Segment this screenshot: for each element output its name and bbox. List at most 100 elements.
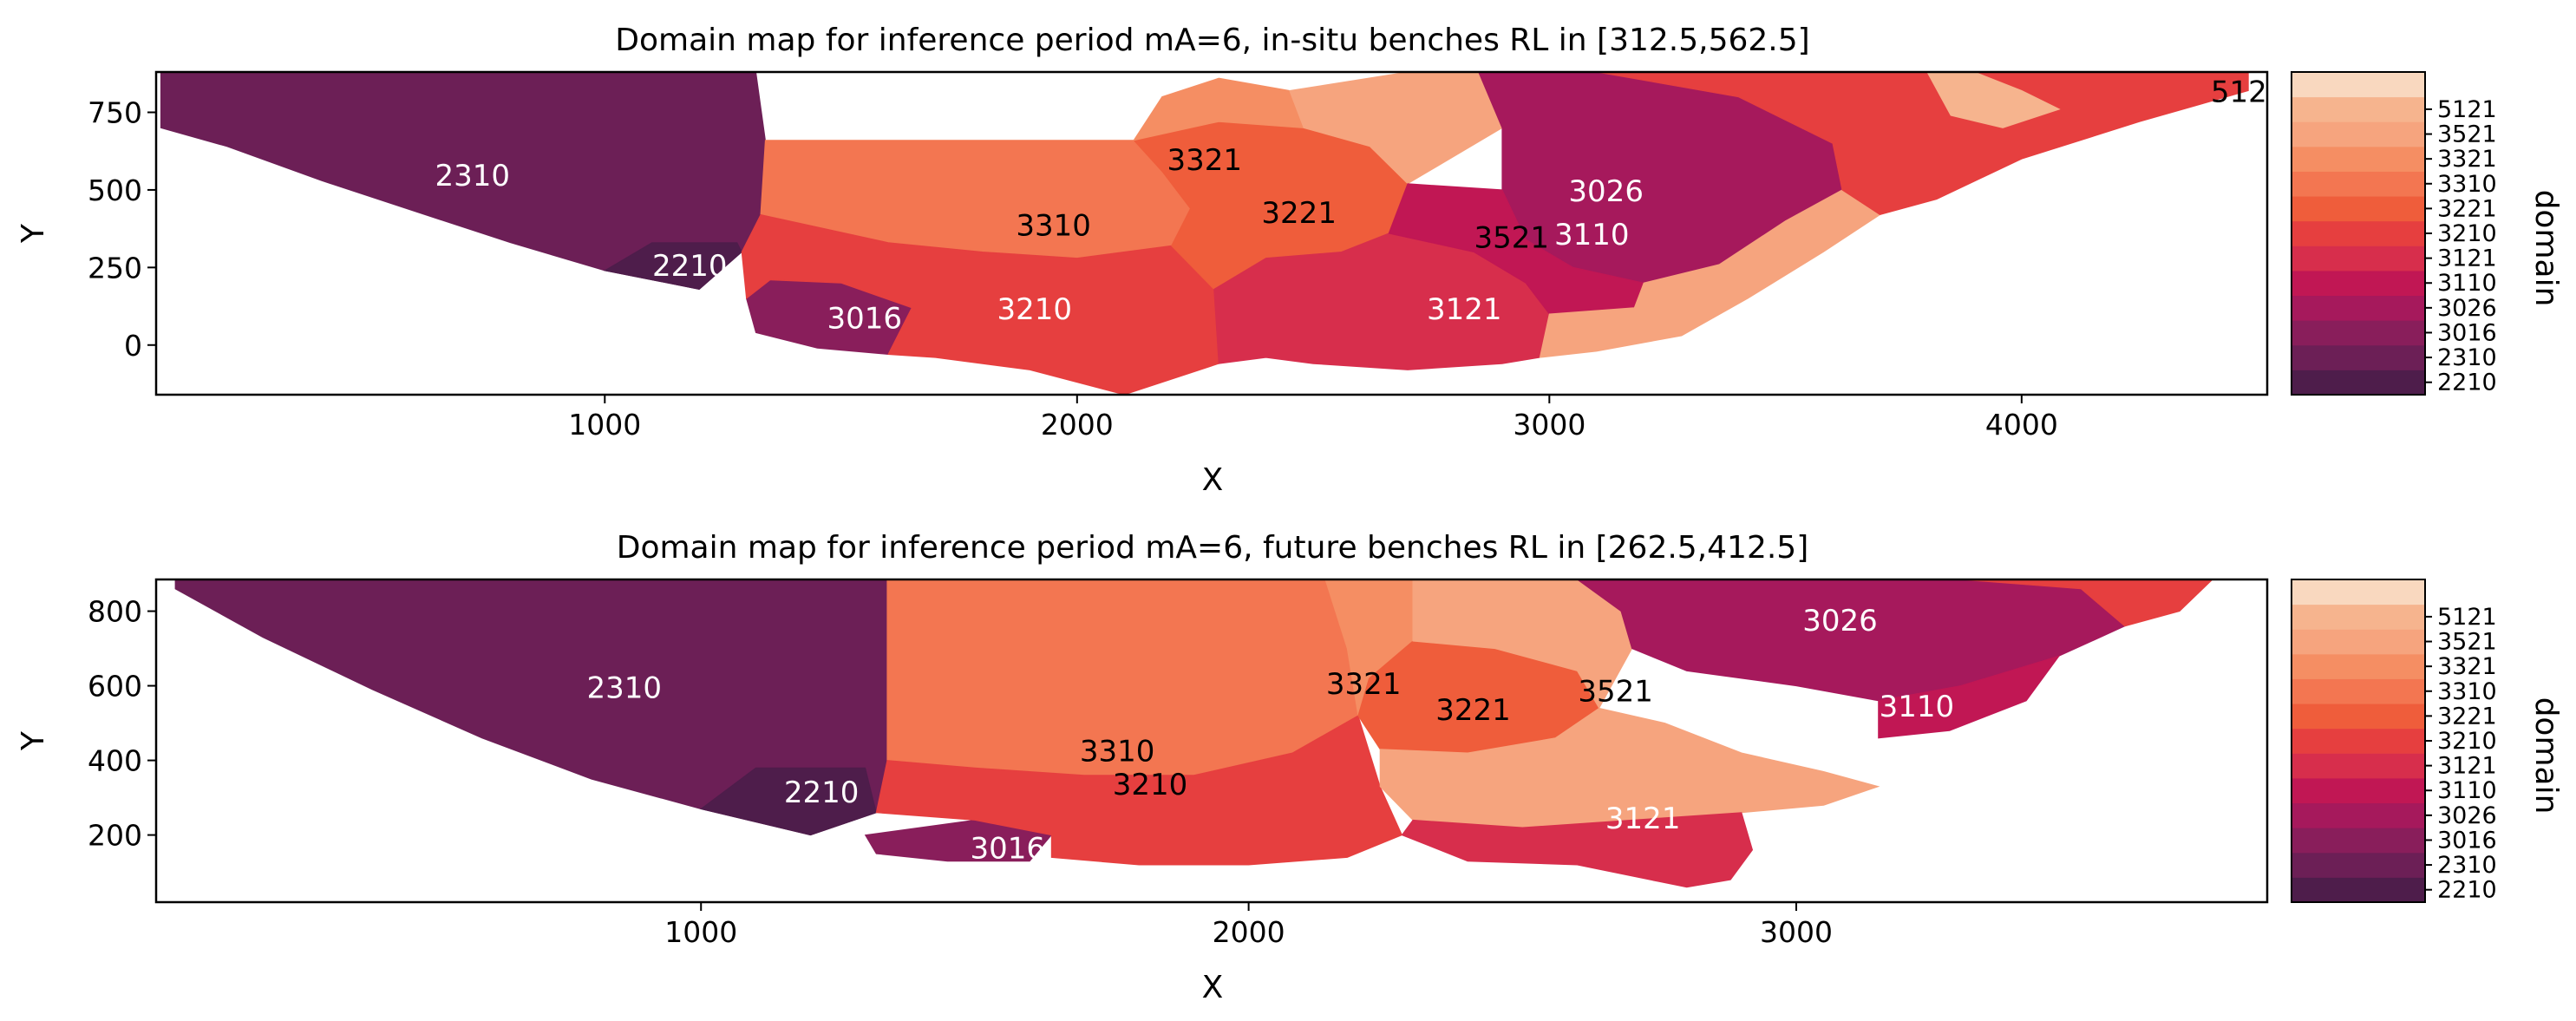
colorbar-tick-label: 2310 [2437, 344, 2497, 371]
x-ticks: 1000 2000 3000 [664, 902, 1833, 949]
colorbar-swatch [2292, 146, 2425, 172]
y-tick-label: 750 [88, 96, 142, 130]
colorbar-tick-label: 3321 [2437, 146, 2497, 173]
colorbar-tick-label: 3310 [2437, 678, 2497, 705]
colorbar-tick-label: 3221 [2437, 195, 2497, 222]
plot-frame [154, 70, 2269, 396]
colorbar-swatch [2292, 220, 2425, 246]
domain-region-3210 [875, 715, 1403, 866]
domain-annotation: 3210 [1113, 768, 1188, 802]
colorbar-swatch [2292, 678, 2425, 704]
colorbar-tick-label: 3521 [2437, 629, 2497, 656]
top-panel: Domain map for inference period mA=6, in… [16, 23, 2564, 498]
colorbar: 2210231030163026311031213210322133103321… [2291, 579, 2497, 904]
domain-annotation: 3521 [1578, 675, 1653, 710]
colorbar-swatch [2292, 728, 2425, 754]
chart-title: Domain map for inference period mA=6, fu… [617, 530, 1809, 566]
domain-region-3210 [1596, 72, 2249, 216]
domain-annotation: 3210 [997, 292, 1073, 327]
domain-annotation: 5121 [2211, 75, 2286, 110]
colorbar-swatch [2292, 777, 2425, 804]
colorbar-swatch [2292, 344, 2425, 370]
x-axis-label: X [1202, 462, 1224, 498]
x-tick-label: 1000 [664, 915, 737, 949]
domain-annotation: 3110 [1554, 218, 1630, 252]
domain-annotation: 3521 [1474, 221, 1550, 256]
colorbar-tick-label: 2210 [2437, 370, 2497, 396]
y-ticks: 0 250 500 750 [88, 96, 156, 363]
colorbar-label: domain [2528, 190, 2564, 307]
colorbar-swatch [2292, 171, 2425, 197]
x-tick-label: 1000 [568, 408, 641, 442]
colorbar-swatch [2292, 802, 2425, 828]
y-tick-label: 250 [88, 251, 142, 285]
colorbar-tick-label: 5121 [2437, 604, 2497, 631]
colorbar-tick-label: 3026 [2437, 802, 2497, 829]
colorbar-tick-label: 3121 [2437, 753, 2497, 780]
domain-annotation: 3221 [1435, 693, 1511, 728]
plot-area: 2310221030163310321033213221352131213026… [174, 579, 2213, 888]
domain-annotation: 3121 [1605, 802, 1681, 836]
colorbar-swatch [2292, 320, 2425, 346]
colorbar-swatch [2292, 96, 2425, 122]
colorbar-tick-label: 3310 [2437, 171, 2497, 198]
colorbar-swatch [2292, 753, 2425, 779]
colorbar-swatch [2292, 852, 2425, 878]
domain-annotation: 2310 [435, 159, 511, 193]
colorbar-swatch [2292, 579, 2425, 605]
colorbar-swatch [2292, 370, 2425, 396]
colorbar-tick-label: 3026 [2437, 295, 2497, 322]
domain-region-3521 [1289, 72, 1503, 185]
colorbar-swatch [2292, 270, 2425, 297]
domain-annotation: 3221 [1261, 196, 1337, 231]
domain-annotation: 3026 [1802, 604, 1878, 638]
colorbar-tick-label: 2310 [2437, 852, 2497, 879]
x-axis-label: X [1202, 970, 1224, 1005]
colorbar-swatch [2292, 629, 2425, 655]
colorbar-label: domain [2528, 697, 2564, 815]
colorbar-tick-label: 3110 [2437, 777, 2497, 804]
plot-frame [154, 578, 2269, 904]
y-tick-label: 500 [88, 173, 142, 207]
colorbar-swatch [2292, 245, 2425, 272]
domain-annotation: 3016 [971, 831, 1046, 866]
colorbar-swatch [2292, 121, 2425, 147]
y-ticks: 200 400 600 800 [88, 595, 156, 853]
colorbar-tick-label: 3210 [2437, 728, 2497, 755]
domain-annotation: 2310 [587, 671, 663, 705]
y-tick-label: 800 [88, 595, 142, 629]
domain-region-3110 [1878, 655, 2061, 739]
colorbar-tick-label: 3016 [2437, 827, 2497, 854]
domain-annotation: 3026 [1568, 174, 1644, 209]
colorbar-swatch [2292, 704, 2425, 730]
chart-title: Domain map for inference period mA=6, in… [615, 23, 1809, 58]
colorbar-swatch [2292, 196, 2425, 222]
colorbar-swatch [2292, 653, 2425, 679]
colorbar-tick-label: 3121 [2437, 245, 2497, 272]
plot-area: 2310221030163310321033213221352131213026… [160, 72, 2286, 395]
y-tick-label: 0 [124, 329, 142, 363]
y-tick-label: 400 [88, 744, 142, 778]
domain-annotation: 2210 [652, 249, 728, 284]
colorbar-tick-label: 3221 [2437, 703, 2497, 730]
domain-region-3026 [1576, 579, 2126, 702]
x-ticks: 1000 2000 3000 4000 [568, 395, 2058, 442]
domain-region-5121 [1926, 72, 2061, 128]
colorbar-swatch [2292, 295, 2425, 321]
colorbar-tick-label: 3521 [2437, 121, 2497, 148]
colorbar-tick-label: 3016 [2437, 319, 2497, 346]
y-tick-label: 200 [88, 819, 142, 853]
domain-annotation: 3310 [1080, 735, 1155, 769]
colorbar-tick-label: 5121 [2437, 96, 2497, 123]
domain-region-3210 [741, 213, 1219, 395]
x-tick-label: 2000 [1213, 915, 1285, 949]
domain-region-3121 [1401, 812, 1754, 888]
colorbar-tick-label: 3210 [2437, 220, 2497, 247]
colorbar-swatch [2292, 828, 2425, 854]
domain-annotation: 3321 [1326, 667, 1402, 702]
x-tick-label: 3000 [1513, 408, 1585, 442]
y-axis-label: Y [16, 730, 51, 751]
domain-annotation: 3110 [1880, 690, 1955, 724]
y-tick-label: 600 [88, 670, 142, 704]
